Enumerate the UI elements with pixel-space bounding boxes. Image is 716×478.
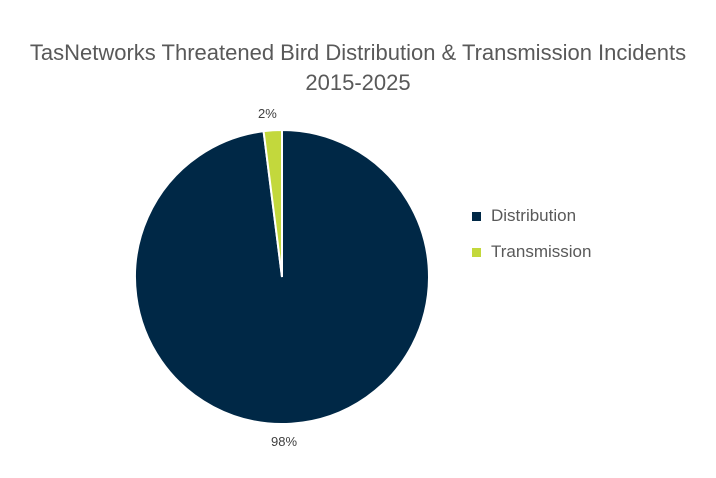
pie-slice-transmission (262, 128, 283, 278)
legend: Distribution Transmission (472, 198, 591, 270)
title-line-2: 2015-2025 (305, 70, 411, 95)
legend-label: Transmission (491, 242, 592, 261)
legend-label: Distribution (491, 206, 577, 225)
legend-item-distribution: Distribution (472, 198, 591, 234)
legend-swatch-distribution (472, 211, 481, 221)
data-label-distribution: 98% (271, 434, 298, 449)
legend-item-transmission: Transmission (472, 234, 591, 270)
data-label-transmission: 2% (258, 106, 277, 121)
title-line-1: TasNetworks Threatened Bird Distribution… (29, 40, 687, 65)
chart-title: TasNetworks Threatened Bird Distribution… (0, 38, 716, 98)
legend-swatch-transmission (472, 247, 481, 257)
